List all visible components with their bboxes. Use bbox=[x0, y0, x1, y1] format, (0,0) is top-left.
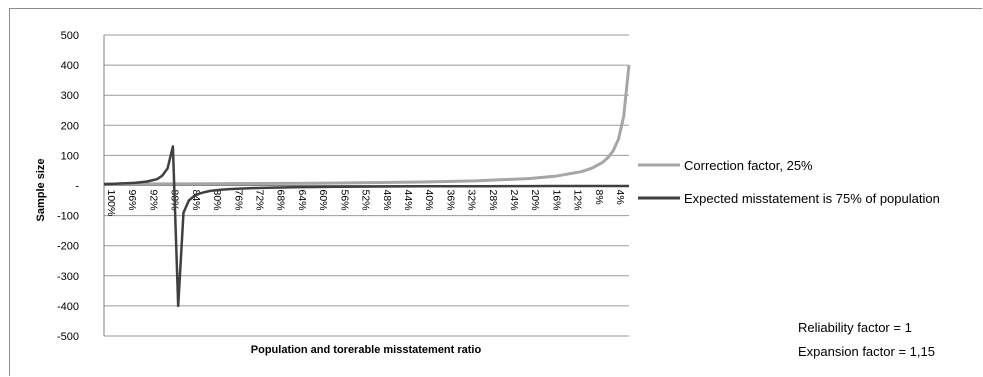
y-tick-label: 200 bbox=[61, 120, 79, 132]
x-tick-label: 76% bbox=[232, 190, 244, 211]
x-tick-label: 52% bbox=[360, 190, 372, 211]
note-expansion: Expansion factor = 1,15 bbox=[798, 344, 935, 359]
x-tick-label: 68% bbox=[275, 190, 287, 211]
x-tick-label: 24% bbox=[508, 190, 520, 211]
x-tick-label: 4% bbox=[614, 190, 626, 205]
y-tick-label: 400 bbox=[61, 60, 79, 72]
y-tick-label: -200 bbox=[57, 241, 79, 253]
x-tick-label: 12% bbox=[572, 190, 584, 211]
x-tick-label: 36% bbox=[444, 190, 456, 211]
x-tick-label: 56% bbox=[338, 190, 350, 211]
y-tick-label: -400 bbox=[57, 301, 79, 313]
legend-label-expected: Expected misstatement is 75% of populati… bbox=[684, 191, 940, 206]
legend: Correction factor, 25% Expected misstate… bbox=[638, 158, 940, 206]
y-tick-label: -500 bbox=[57, 331, 79, 343]
x-tick-label: 28% bbox=[487, 190, 499, 211]
chart-frame bbox=[9, 8, 982, 376]
legend-label-correction: Correction factor, 25% bbox=[684, 158, 813, 173]
x-tick-label: 8% bbox=[593, 190, 605, 205]
x-tick-label: 40% bbox=[423, 190, 435, 211]
x-tick-label: 44% bbox=[402, 190, 414, 211]
y-tick-label: -100 bbox=[57, 211, 79, 223]
x-tick-label: 100% bbox=[105, 190, 117, 217]
x-tick-label: 80% bbox=[211, 190, 223, 211]
x-tick-label: 32% bbox=[466, 190, 478, 211]
y-tick-label: - bbox=[75, 181, 79, 193]
grid bbox=[103, 34, 629, 337]
x-axis-title: Population and torerable misstatement ra… bbox=[251, 344, 482, 356]
x-tick-label: 20% bbox=[529, 190, 541, 211]
y-tick-label: 500 bbox=[61, 30, 79, 42]
y-axis-ticks: 500 400 300 200 100 - -100 -200 -300 -400 -500 bbox=[57, 30, 79, 343]
note-reliability: Reliability factor = 1 bbox=[798, 320, 912, 335]
y-axis-title: Sample size bbox=[35, 159, 47, 222]
x-tick-label: 60% bbox=[317, 190, 329, 211]
x-tick-label: 96% bbox=[126, 190, 138, 211]
x-tick-label: 72% bbox=[253, 190, 265, 211]
x-tick-label: 48% bbox=[381, 190, 393, 211]
x-tick-label: 64% bbox=[296, 190, 308, 211]
series-line-expected-misstatement bbox=[103, 145, 629, 308]
x-tick-label: 16% bbox=[550, 190, 562, 211]
y-tick-label: 100 bbox=[61, 150, 79, 162]
series-lines bbox=[103, 64, 631, 308]
series-line-correction-factor bbox=[103, 64, 631, 186]
y-tick-label: 300 bbox=[61, 90, 79, 102]
x-tick-label: 92% bbox=[147, 190, 159, 211]
y-tick-label: -300 bbox=[57, 271, 79, 283]
x-axis-ticks: 100% 96% 92% 88% 84% 80% 76% 72% 68% 64% 60% 56% 52%… bbox=[105, 190, 626, 217]
